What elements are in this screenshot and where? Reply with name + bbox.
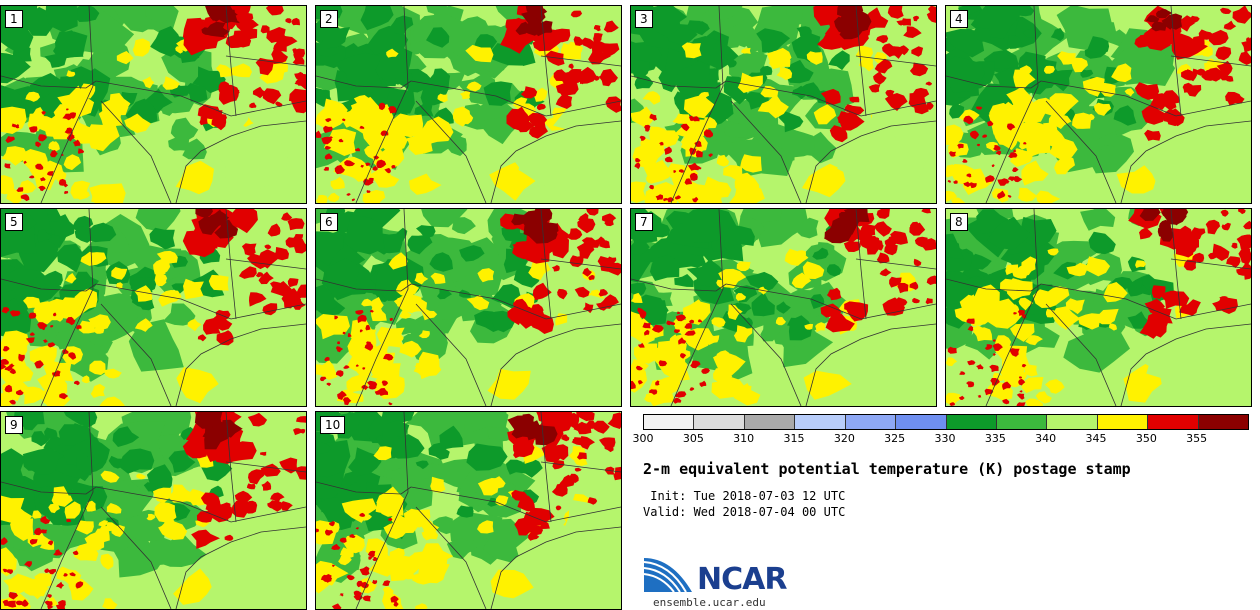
color-legend-bar: [643, 414, 1249, 430]
stamp-1: 1: [0, 5, 307, 204]
stamp-7: 7: [630, 208, 937, 407]
valid-time: Valid: Wed 2018-07-04 00 UTC: [643, 505, 846, 519]
stamp-8: 8: [945, 208, 1252, 407]
stamp-label: 5: [5, 213, 23, 231]
legend-tick-label: 310: [733, 432, 755, 445]
legend-tick-label: 320: [833, 432, 855, 445]
legend-swatch: [744, 415, 796, 429]
legend-tick-label: 350: [1135, 432, 1157, 445]
theta-e-field-map: [316, 6, 621, 203]
legend-swatch: [644, 415, 695, 429]
legend-swatch: [795, 415, 846, 429]
legend-swatch: [896, 415, 947, 429]
legend-tick-label: 330: [934, 432, 956, 445]
legend-swatch: [996, 415, 1048, 429]
ncar-logo-icon: [643, 558, 692, 593]
stamp-label: 7: [635, 213, 653, 231]
stamp-label: 6: [320, 213, 338, 231]
legend-tick-label: 315: [783, 432, 805, 445]
logo-name: NCAR: [697, 562, 787, 597]
legend-swatch: [694, 415, 745, 429]
stamp-4: 4: [945, 5, 1252, 204]
theta-e-field-map: [316, 412, 621, 609]
stamp-6: 6: [315, 208, 622, 407]
theta-e-field-map: [946, 209, 1251, 406]
legend-tick-label: 335: [984, 432, 1006, 445]
stamp-2: 2: [315, 5, 622, 204]
chart-title: 2-m equivalent potential temperature (K)…: [643, 460, 1131, 478]
stamp-label: 4: [950, 10, 968, 28]
legend-tick-label: 300: [632, 432, 654, 445]
legend-swatch: [946, 415, 997, 429]
theta-e-field-map: [631, 209, 936, 406]
legend-tick-label: 305: [682, 432, 704, 445]
logo-url: ensemble.ucar.edu: [653, 596, 766, 609]
theta-e-field-map: [1, 412, 306, 609]
stamp-9: 9: [0, 411, 307, 610]
legend-swatch: [1198, 415, 1249, 429]
legend-tick-label: 325: [884, 432, 906, 445]
stamp-label: 3: [635, 10, 653, 28]
legend-swatch: [845, 415, 897, 429]
init-time: Init: Tue 2018-07-03 12 UTC: [643, 489, 846, 503]
theta-e-field-map: [631, 6, 936, 203]
stamp-label: 1: [5, 10, 23, 28]
stamp-label: 8: [950, 213, 968, 231]
stamp-label: 10: [320, 416, 346, 434]
legend-swatch: [1097, 415, 1149, 429]
theta-e-field-map: [946, 6, 1251, 203]
legend-swatch: [1148, 415, 1199, 429]
legend-swatch: [1047, 415, 1098, 429]
stamp-3: 3: [630, 5, 937, 204]
theta-e-field-map: [1, 209, 306, 406]
stamp-10: 10: [315, 411, 622, 610]
theta-e-field-map: [1, 6, 306, 203]
stamp-label: 9: [5, 416, 23, 434]
legend-tick-label: 340: [1035, 432, 1057, 445]
stamp-5: 5: [0, 208, 307, 407]
legend-tick-label: 345: [1085, 432, 1107, 445]
legend-tick-label: 355: [1186, 432, 1208, 445]
stamp-label: 2: [320, 10, 338, 28]
theta-e-field-map: [316, 209, 621, 406]
